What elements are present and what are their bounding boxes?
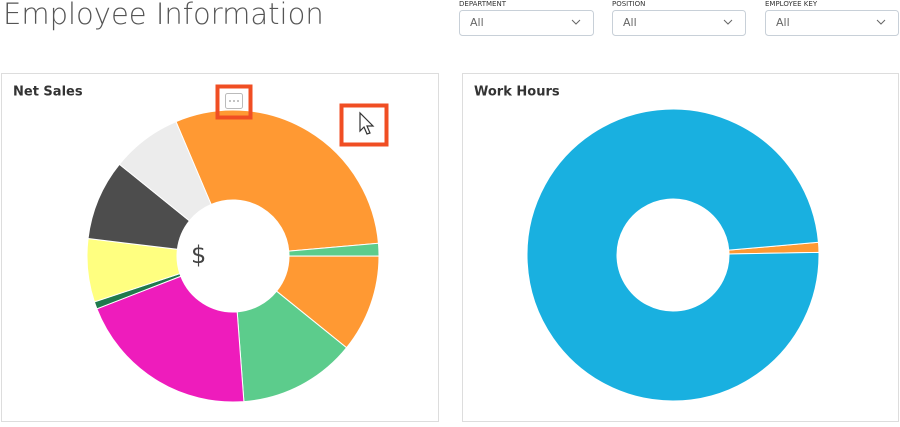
filter-label: POSITION [612, 0, 645, 8]
donut-slice [175, 109, 379, 252]
filter-box[interactable] [765, 10, 899, 36]
filter[interactable]: EMPLOYEE KEY All [765, 0, 899, 36]
highlight [215, 84, 253, 120]
highlight [339, 103, 389, 147]
filter-label: EMPLOYEE KEY [765, 0, 818, 8]
filter-box[interactable] [612, 10, 746, 36]
filter-value: All [623, 16, 637, 29]
filter[interactable]: DEPARTMENT All [459, 0, 594, 36]
filter-box[interactable] [459, 10, 594, 36]
chevron [723, 19, 733, 25]
donut-slice [96, 275, 245, 403]
filter-value: All [776, 16, 790, 29]
filter[interactable]: POSITION All [612, 0, 746, 36]
donut-slice [118, 120, 212, 222]
chevron [876, 19, 886, 25]
filter-label: DEPARTMENT [459, 0, 507, 8]
center-label: $ [191, 241, 206, 269]
page-title: Employee Information [3, 0, 324, 31]
card-title: Net Sales [13, 85, 83, 100]
menu-button[interactable] [215, 84, 253, 120]
filter-value: All [470, 16, 484, 29]
cursor [359, 111, 375, 135]
chevron [571, 19, 581, 25]
charts: $ [86, 108, 820, 403]
card-title: Work Hours [474, 85, 560, 100]
donut-slice [526, 108, 820, 402]
